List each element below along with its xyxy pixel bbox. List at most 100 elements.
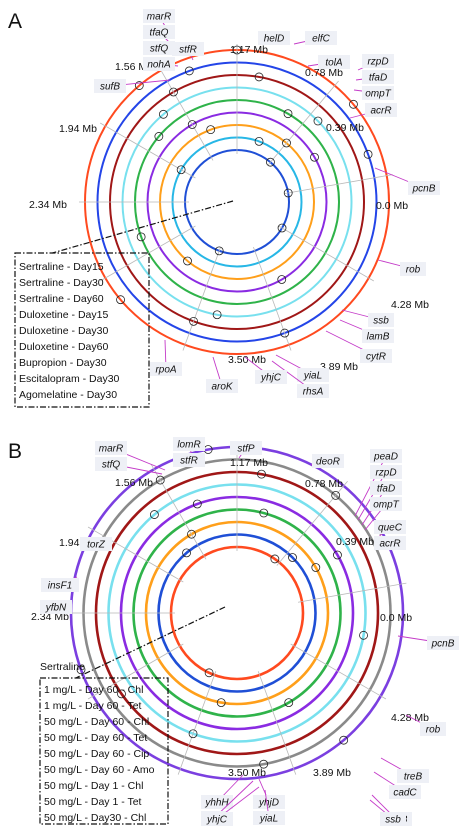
gene-label-box [297,368,329,382]
mutation-marker [176,165,186,175]
legend-item: Agomelatine - Day30 [19,389,117,401]
gene-label: tfaD [369,73,387,84]
position-tick [87,643,184,700]
gene-label-box [173,437,205,451]
mutation-marker [116,295,125,305]
ring-2 [157,533,317,693]
gene-label: deoR [316,457,340,468]
legend-item: 1 mg/L - Day 60 - Tet [44,700,142,712]
mutation-marker [283,109,293,119]
gene-label: rzpD [367,57,388,68]
mutation-marker [212,310,222,320]
position-label: 4.28 Mb [391,712,429,724]
gene-label: rob [426,725,441,736]
mutation-marker [282,138,291,148]
gene-label: ompT [365,89,391,100]
position-tick [284,174,393,195]
gene-label: torZ [87,540,106,551]
mutation-marker [331,491,341,500]
ring-2 [171,136,303,268]
position-label: 3.50 Mb [228,767,266,779]
gene-label-box [143,41,175,55]
mutation-marker [232,45,242,55]
legend-item: Sertraline - Day60 [19,293,104,305]
position-label: 3.89 Mb [313,767,351,779]
mutation-marker [266,157,275,167]
mutation-marker [310,152,319,162]
gene-label-box [253,795,285,809]
legend-item: 50 mg/L - Day 60 - Tet [44,732,147,744]
position-tick [157,64,214,161]
mutation-marker [216,698,226,708]
legend-item: 50 mg/L - Day 60 - Amo [44,764,155,776]
mutation-marker [333,550,342,560]
gene-label-box [258,31,290,45]
mutation-marker [259,508,269,518]
position-label: 0.0 Mb [376,200,408,212]
position-label: 2.34 Mb [29,199,67,211]
gene-label-box [362,86,394,100]
ring-1 [184,149,290,255]
gene-label: yhjC [260,373,282,384]
gene-label: stfP [237,444,255,455]
position-label: 4.28 Mb [391,299,429,311]
legend-pointer [52,200,234,254]
gene-label-box [365,103,397,117]
mutation-marker [277,223,287,233]
gene-label: lamB [367,332,390,343]
gene-label: tfaQ [150,28,169,39]
gene-label-box [305,31,337,45]
gene-label: cytR [366,352,386,363]
legend-item: Bupropion - Day30 [19,357,107,369]
gene-label-box [420,722,446,736]
gene-label: cadC [393,788,417,799]
position-tick [177,671,217,775]
gene-label-box [94,79,126,93]
position-tick [297,582,407,603]
position-label: 3.89 Mb [320,361,358,373]
gene-label-box [173,453,205,467]
mutation-marker [254,136,264,146]
legend-item: Duloxetine - Day15 [19,309,108,321]
gene-label: pcnB [431,639,455,650]
gene-label-box [370,497,402,511]
gene-label: yfbN [45,603,67,614]
gene-label: insF1 [48,581,72,592]
position-label: 1.56 Mb [115,477,153,489]
gene-label: rhsA [303,387,324,398]
legend-box [14,252,150,408]
gene-label: aroK [211,382,233,393]
position-tick [99,225,196,282]
gene-label-box [362,329,394,343]
position-label: 3.50 Mb [228,354,266,366]
gene-label-box [368,313,394,327]
position-tick [290,643,387,700]
gene-label: rzpD [375,468,396,479]
gene-label: peaD [373,452,398,463]
panel-letter: B [8,440,22,463]
legend-item: Escitalopram - Day30 [19,373,120,385]
mutation-marker [363,149,373,159]
gene-label-box [143,25,175,39]
mutation-marker [189,316,198,326]
mutation-marker [284,698,294,708]
gene-label: queC [378,523,403,534]
gene-label: acrR [370,106,391,117]
legend-item: Duloxetine - Day30 [19,325,108,337]
gene-label: yhjD [258,798,279,809]
gene-label: yhjC [206,815,228,826]
gene-label: sufB [100,82,120,93]
mutation-marker [254,72,264,82]
gene-label: tolA [325,58,343,69]
legend-item: 50 mg/L - Day 1 - Tet [44,796,142,808]
mutation-marker [259,759,269,769]
gene-label-box [374,536,406,550]
legend-box [39,677,169,825]
mutation-marker [214,246,224,256]
mutation-marker [339,735,349,745]
gene-label-box [370,449,402,463]
legend-item: 50 mg/L - Day 60 - Cip [44,748,149,760]
legend-item: 50 mg/L - Day30 - Chl [44,812,146,824]
gene-label-box [374,520,406,534]
